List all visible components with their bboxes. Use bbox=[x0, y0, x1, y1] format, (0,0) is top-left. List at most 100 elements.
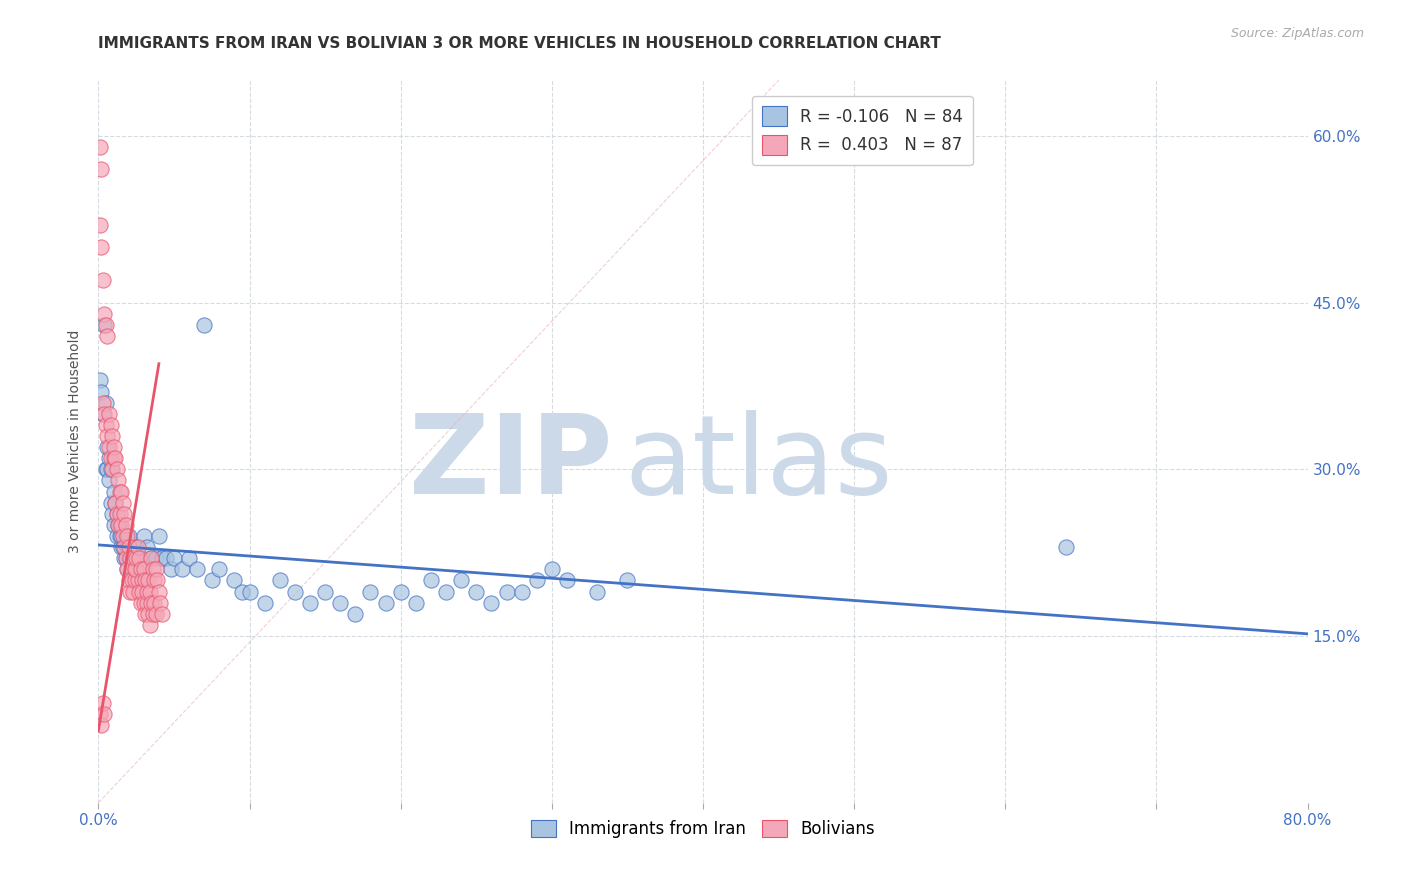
Point bbox=[127, 574, 149, 588]
Point bbox=[103, 440, 125, 454]
Point bbox=[93, 407, 115, 421]
Point bbox=[105, 507, 128, 521]
Point bbox=[148, 584, 170, 599]
Point bbox=[100, 417, 122, 432]
Point bbox=[114, 517, 136, 532]
Point bbox=[360, 584, 382, 599]
Point bbox=[465, 584, 488, 599]
Point bbox=[101, 462, 124, 476]
Text: atlas: atlas bbox=[624, 409, 893, 516]
Point bbox=[107, 517, 129, 532]
Point bbox=[224, 574, 246, 588]
Point bbox=[96, 329, 118, 343]
Point bbox=[110, 484, 132, 499]
Point bbox=[329, 596, 352, 610]
Point bbox=[120, 540, 142, 554]
Point bbox=[112, 540, 135, 554]
Point bbox=[389, 584, 412, 599]
Point bbox=[114, 551, 136, 566]
Point bbox=[120, 551, 142, 566]
Point bbox=[111, 529, 134, 543]
Point bbox=[139, 584, 162, 599]
Point bbox=[111, 496, 134, 510]
Point bbox=[103, 451, 125, 466]
Point bbox=[145, 607, 167, 621]
Point bbox=[127, 551, 149, 566]
Point bbox=[101, 507, 124, 521]
Point bbox=[131, 574, 153, 588]
Point bbox=[91, 273, 114, 287]
Point bbox=[115, 540, 138, 554]
Text: IMMIGRANTS FROM IRAN VS BOLIVIAN 3 OR MORE VEHICLES IN HOUSEHOLD CORRELATION CHA: IMMIGRANTS FROM IRAN VS BOLIVIAN 3 OR MO… bbox=[98, 36, 941, 51]
Point bbox=[118, 540, 141, 554]
Point bbox=[112, 507, 135, 521]
Point bbox=[135, 596, 157, 610]
Point bbox=[150, 551, 173, 566]
Point bbox=[128, 551, 150, 566]
Point bbox=[89, 373, 111, 387]
Point bbox=[145, 562, 167, 576]
Point bbox=[118, 551, 141, 566]
Point bbox=[125, 540, 148, 554]
Point bbox=[108, 484, 131, 499]
Point bbox=[132, 529, 155, 543]
Point bbox=[129, 562, 152, 576]
Point bbox=[93, 706, 115, 721]
Point bbox=[231, 584, 253, 599]
Point bbox=[89, 706, 111, 721]
Point bbox=[98, 407, 121, 421]
Point bbox=[93, 307, 115, 321]
Point bbox=[104, 496, 127, 510]
Point bbox=[450, 574, 472, 588]
Point bbox=[121, 562, 143, 576]
Point bbox=[125, 551, 148, 566]
Point bbox=[114, 529, 136, 543]
Point bbox=[121, 551, 143, 566]
Point bbox=[186, 562, 208, 576]
Point bbox=[94, 395, 117, 409]
Point bbox=[146, 574, 169, 588]
Point bbox=[114, 551, 136, 566]
Point bbox=[104, 451, 127, 466]
Text: ZIP: ZIP bbox=[409, 409, 613, 516]
Point bbox=[141, 596, 163, 610]
Point bbox=[122, 584, 145, 599]
Point bbox=[148, 529, 170, 543]
Point bbox=[434, 584, 457, 599]
Point bbox=[139, 618, 162, 632]
Point bbox=[141, 551, 163, 566]
Point bbox=[118, 574, 141, 588]
Point bbox=[108, 507, 131, 521]
Point bbox=[98, 451, 121, 466]
Point bbox=[122, 551, 145, 566]
Point bbox=[111, 540, 134, 554]
Point bbox=[208, 562, 231, 576]
Point bbox=[193, 318, 215, 332]
Point bbox=[90, 384, 112, 399]
Point bbox=[96, 462, 118, 476]
Point bbox=[121, 574, 143, 588]
Point bbox=[143, 574, 166, 588]
Point bbox=[134, 607, 156, 621]
Point bbox=[128, 584, 150, 599]
Point bbox=[160, 562, 183, 576]
Point bbox=[299, 596, 322, 610]
Point bbox=[107, 517, 129, 532]
Point bbox=[122, 562, 145, 576]
Point bbox=[100, 451, 122, 466]
Point bbox=[120, 584, 142, 599]
Point bbox=[91, 696, 114, 710]
Point bbox=[239, 584, 262, 599]
Point bbox=[93, 318, 115, 332]
Point bbox=[124, 562, 146, 576]
Point bbox=[495, 584, 517, 599]
Point bbox=[103, 517, 125, 532]
Text: Source: ZipAtlas.com: Source: ZipAtlas.com bbox=[1230, 27, 1364, 40]
Point bbox=[124, 574, 146, 588]
Point bbox=[135, 584, 157, 599]
Point bbox=[142, 607, 165, 621]
Point bbox=[526, 574, 548, 588]
Point bbox=[89, 140, 111, 154]
Point bbox=[90, 162, 112, 177]
Point bbox=[98, 440, 121, 454]
